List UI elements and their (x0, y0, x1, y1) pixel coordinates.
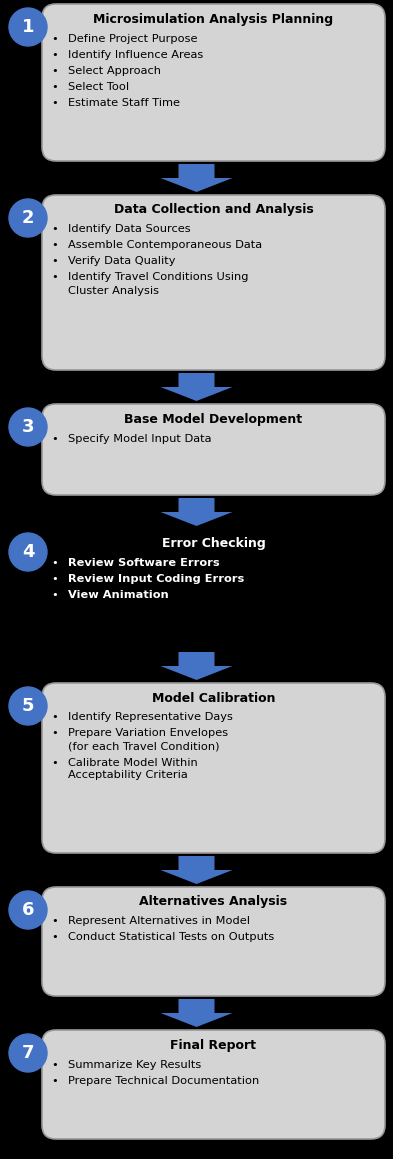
Text: •: • (51, 225, 59, 234)
Text: Summarize Key Results: Summarize Key Results (68, 1059, 201, 1070)
Polygon shape (160, 653, 233, 680)
Text: Acceptability Criteria: Acceptability Criteria (68, 771, 188, 780)
Text: Verify Data Quality: Verify Data Quality (68, 256, 176, 267)
Text: Identify Representative Days: Identify Representative Days (68, 713, 233, 722)
Text: •: • (51, 433, 59, 444)
Polygon shape (160, 857, 233, 884)
Text: Assemble Contemporaneous Data: Assemble Contemporaneous Data (68, 241, 262, 250)
Text: •: • (51, 256, 59, 267)
Text: Define Project Purpose: Define Project Purpose (68, 34, 198, 44)
FancyBboxPatch shape (42, 1030, 385, 1139)
Text: •: • (51, 34, 59, 44)
Circle shape (9, 408, 47, 446)
Text: Review Software Errors: Review Software Errors (68, 559, 220, 569)
Polygon shape (160, 373, 233, 401)
FancyBboxPatch shape (42, 887, 385, 996)
FancyBboxPatch shape (42, 195, 385, 370)
Text: Conduct Statistical Tests on Outputs: Conduct Statistical Tests on Outputs (68, 933, 274, 942)
Text: Select Tool: Select Tool (68, 81, 129, 92)
Text: Calibrate Model Within: Calibrate Model Within (68, 758, 198, 767)
Text: 3: 3 (22, 418, 34, 436)
Polygon shape (160, 498, 233, 526)
Text: •: • (51, 917, 59, 926)
Text: 4: 4 (22, 544, 34, 561)
Text: 1: 1 (22, 19, 34, 36)
Text: Specify Model Input Data: Specify Model Input Data (68, 433, 211, 444)
Text: Prepare Variation Envelopes: Prepare Variation Envelopes (68, 729, 228, 738)
FancyBboxPatch shape (42, 404, 385, 495)
Text: Final Report: Final Report (171, 1038, 257, 1051)
Text: Review Input Coding Errors: Review Input Coding Errors (68, 575, 244, 584)
Polygon shape (160, 165, 233, 192)
Text: Identify Data Sources: Identify Data Sources (68, 225, 191, 234)
FancyBboxPatch shape (42, 3, 385, 161)
Text: Microsimulation Analysis Planning: Microsimulation Analysis Planning (94, 13, 334, 25)
Text: •: • (51, 241, 59, 250)
Text: •: • (51, 272, 59, 283)
Text: 7: 7 (22, 1044, 34, 1062)
Circle shape (9, 1034, 47, 1072)
Circle shape (9, 8, 47, 46)
Text: 5: 5 (22, 697, 34, 715)
Text: 2: 2 (22, 209, 34, 227)
Text: •: • (51, 713, 59, 722)
Text: •: • (51, 758, 59, 767)
Text: Identify Travel Conditions Using: Identify Travel Conditions Using (68, 272, 248, 283)
Text: Base Model Development: Base Model Development (125, 413, 303, 425)
Text: View Animation: View Animation (68, 590, 169, 600)
Text: •: • (51, 1076, 59, 1086)
Text: Represent Alternatives in Model: Represent Alternatives in Model (68, 917, 250, 926)
FancyBboxPatch shape (42, 683, 385, 853)
Text: •: • (51, 50, 59, 59)
Polygon shape (160, 999, 233, 1027)
Text: •: • (51, 575, 59, 584)
Text: 6: 6 (22, 901, 34, 919)
Text: •: • (51, 933, 59, 942)
Text: •: • (51, 81, 59, 92)
Text: •: • (51, 66, 59, 75)
Text: Alternatives Analysis: Alternatives Analysis (140, 896, 288, 909)
Text: Select Approach: Select Approach (68, 66, 161, 75)
Text: •: • (51, 729, 59, 738)
Text: Prepare Technical Documentation: Prepare Technical Documentation (68, 1076, 259, 1086)
Text: •: • (51, 590, 59, 600)
Circle shape (9, 687, 47, 726)
Text: •: • (51, 559, 59, 569)
Text: Cluster Analysis: Cluster Analysis (68, 285, 159, 296)
Circle shape (9, 533, 47, 571)
Circle shape (9, 199, 47, 236)
Text: Data Collection and Analysis: Data Collection and Analysis (114, 204, 313, 217)
Text: Model Calibration: Model Calibration (152, 692, 275, 705)
Circle shape (9, 891, 47, 930)
Text: •: • (51, 97, 59, 108)
Text: Identify Influence Areas: Identify Influence Areas (68, 50, 203, 59)
Text: (for each Travel Condition): (for each Travel Condition) (68, 742, 220, 751)
Text: Error Checking: Error Checking (162, 538, 265, 551)
Text: •: • (51, 1059, 59, 1070)
Text: Estimate Staff Time: Estimate Staff Time (68, 97, 180, 108)
